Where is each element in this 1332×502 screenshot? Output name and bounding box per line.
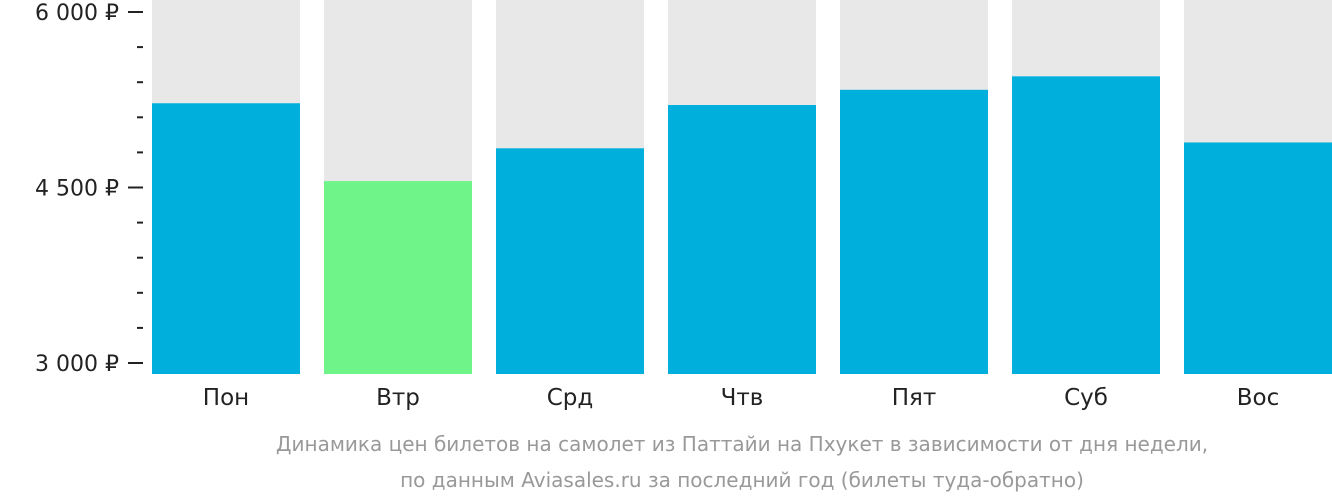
x-tick-label: Суб	[1064, 385, 1108, 411]
y-tick-label: 6 000 ₽	[35, 1, 119, 26]
x-tick-label: Срд	[547, 385, 594, 411]
x-tick-label: Пят	[892, 385, 937, 411]
bar-5[interactable]	[840, 89, 988, 375]
x-tick-label: Чтв	[721, 385, 764, 411]
chart-caption-line-1: Динамика цен билетов на самолет из Патта…	[276, 432, 1208, 456]
y-tick-label: 4 500 ₽	[35, 177, 119, 202]
bar-1[interactable]	[152, 103, 300, 374]
bar-7[interactable]	[1184, 142, 1332, 374]
y-tick-label: 3 000 ₽	[35, 352, 119, 377]
x-tick-label: Пон	[203, 385, 249, 411]
x-tick-label: Втр	[376, 385, 420, 411]
bar-4[interactable]	[668, 105, 816, 374]
bar-3[interactable]	[496, 148, 644, 374]
bar-2[interactable]	[324, 181, 472, 374]
bar-6[interactable]	[1012, 76, 1160, 374]
chart-caption-line-2: по данным Aviasales.ru за последний год …	[400, 468, 1084, 492]
x-tick-label: Вос	[1237, 385, 1280, 411]
